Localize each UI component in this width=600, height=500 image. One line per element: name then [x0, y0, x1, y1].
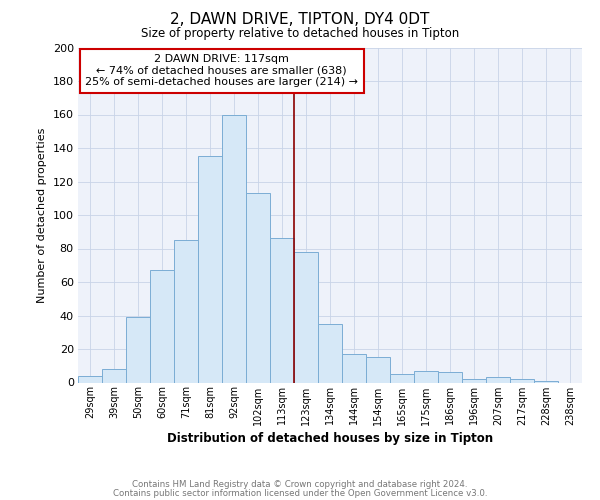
- Bar: [174, 240, 198, 382]
- Bar: [534, 381, 558, 382]
- Bar: [390, 374, 414, 382]
- Bar: [438, 372, 462, 382]
- Bar: [78, 376, 102, 382]
- Bar: [150, 270, 174, 382]
- Bar: [366, 358, 390, 382]
- Y-axis label: Number of detached properties: Number of detached properties: [37, 128, 47, 302]
- Bar: [198, 156, 222, 382]
- Text: 2, DAWN DRIVE, TIPTON, DY4 0DT: 2, DAWN DRIVE, TIPTON, DY4 0DT: [170, 12, 430, 28]
- Text: Size of property relative to detached houses in Tipton: Size of property relative to detached ho…: [141, 28, 459, 40]
- Bar: [270, 238, 294, 382]
- Bar: [462, 379, 486, 382]
- Text: Contains HM Land Registry data © Crown copyright and database right 2024.: Contains HM Land Registry data © Crown c…: [132, 480, 468, 489]
- Bar: [486, 378, 510, 382]
- X-axis label: Distribution of detached houses by size in Tipton: Distribution of detached houses by size …: [167, 432, 493, 444]
- Bar: [318, 324, 342, 382]
- Bar: [294, 252, 318, 382]
- Bar: [102, 369, 126, 382]
- Bar: [510, 379, 534, 382]
- Bar: [126, 317, 150, 382]
- Text: 2 DAWN DRIVE: 117sqm
← 74% of detached houses are smaller (638)
25% of semi-deta: 2 DAWN DRIVE: 117sqm ← 74% of detached h…: [85, 54, 358, 88]
- Bar: [414, 371, 438, 382]
- Bar: [246, 193, 270, 382]
- Bar: [222, 114, 246, 382]
- Bar: [342, 354, 366, 382]
- Text: Contains public sector information licensed under the Open Government Licence v3: Contains public sector information licen…: [113, 488, 487, 498]
